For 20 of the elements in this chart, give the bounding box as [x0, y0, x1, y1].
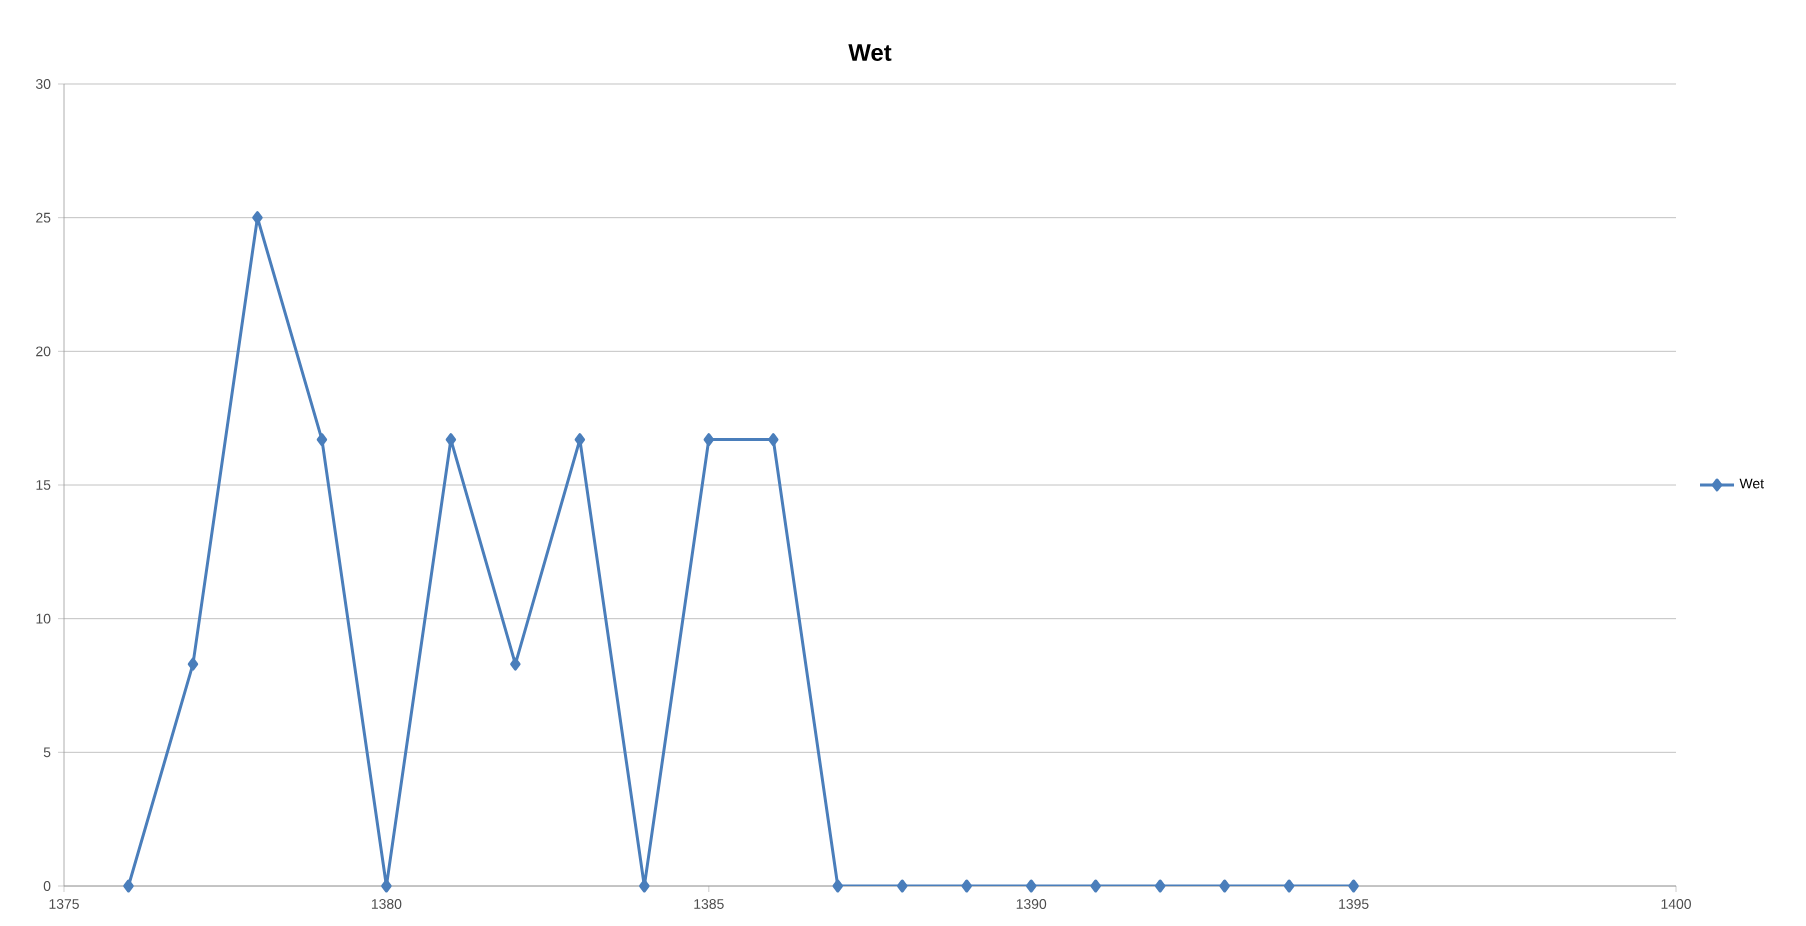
point	[1025, 879, 1037, 893]
point	[316, 433, 328, 447]
point	[1090, 879, 1101, 893]
point	[639, 879, 650, 893]
point	[1348, 879, 1359, 893]
point	[832, 879, 844, 893]
point	[123, 879, 134, 893]
point	[703, 433, 715, 447]
point	[1283, 879, 1295, 893]
point	[961, 879, 972, 893]
point	[1154, 879, 1166, 893]
point	[897, 879, 908, 893]
point	[510, 657, 521, 671]
point	[768, 433, 779, 447]
point	[1219, 879, 1230, 893]
point	[252, 211, 263, 225]
point	[381, 879, 392, 893]
chart-title: Wet	[848, 44, 892, 61]
point	[445, 433, 457, 447]
point	[187, 657, 199, 671]
